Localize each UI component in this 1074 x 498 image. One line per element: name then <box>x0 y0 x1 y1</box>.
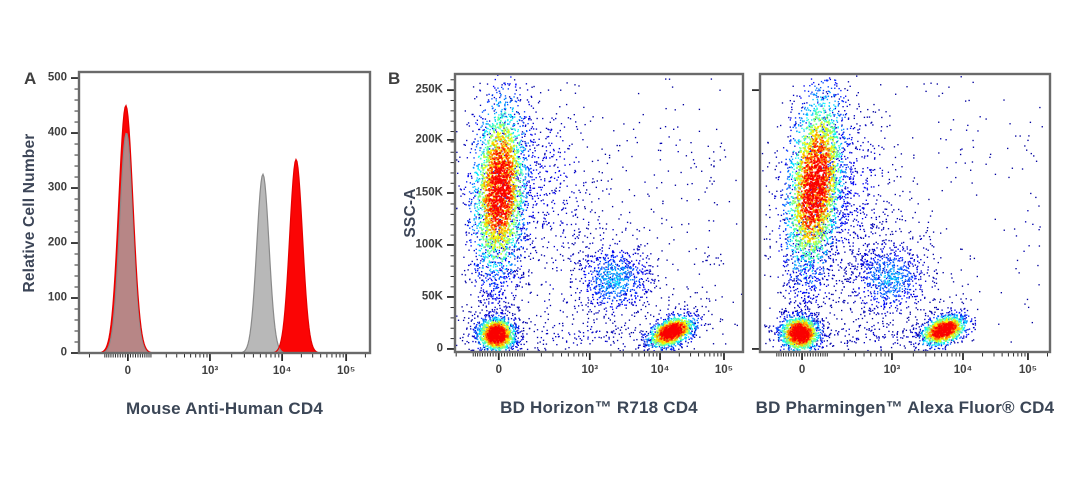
histogram-plot: Mouse Anti-Human CD4 0 10³ 10⁴ 10⁵ 0 100 200 30… <box>48 66 378 418</box>
x-tick-label: 10³ <box>201 365 219 377</box>
x-tick-label: 0 <box>495 364 502 376</box>
y-tick-label: 500 <box>47 71 67 84</box>
y-tick-label: 200 <box>47 236 67 249</box>
histogram-x-axis-title: Mouse Anti-Human CD4 <box>126 399 323 418</box>
x-tick-label: 0 <box>798 364 806 376</box>
panel-a-label: A <box>24 69 37 88</box>
y-tick-label: 50K <box>421 290 443 303</box>
x-tick-label: 10⁴ <box>953 364 973 376</box>
x-tick-label: 10⁵ <box>337 365 356 377</box>
x-tick-label: 10⁴ <box>272 365 292 377</box>
scatter-alexa-fluor-x-axis-title: BD Pharmingen™ Alexa Fluor® CD4 <box>755 398 1055 417</box>
x-tick-label: 10⁵ <box>714 364 734 376</box>
scatter-plot-alexa-fluor: BD Pharmingen™ Alexa Fluor® CD4 0 10³ 10⁴ 1… <box>742 68 1058 417</box>
y-tick-label: 0 <box>60 346 67 359</box>
y-tick-label: 300 <box>47 181 67 194</box>
x-tick-label: 10³ <box>883 364 901 376</box>
panel-b-label: B <box>388 69 401 88</box>
histogram-canvas <box>61 66 378 369</box>
scatter-alexa-fluor-canvas <box>742 68 1058 368</box>
y-tick-label: 150K <box>415 186 444 199</box>
y-tick-label: 250K <box>415 83 444 96</box>
x-tick-label: 10⁵ <box>1018 364 1038 376</box>
y-tick-label: 100K <box>415 238 444 251</box>
y-tick-label: 200K <box>415 133 444 146</box>
scatter-plot-r718: BD Horizon™ R718 CD4 0 10³ 10⁴ 10⁵ 0 50K 100K 1… <box>416 68 751 417</box>
x-tick-label: 10⁴ <box>650 364 670 376</box>
y-tick-label: 100 <box>47 291 67 304</box>
y-tick-label: 0 <box>436 342 443 355</box>
y-tick-label: 400 <box>47 126 67 139</box>
scatter-r718-canvas <box>437 68 751 368</box>
histogram-y-axis-title: Relative Cell Number <box>21 133 38 293</box>
x-tick-label: 10³ <box>581 364 599 376</box>
x-tick-label: 0 <box>124 365 132 377</box>
scatter-r718-x-axis-title: BD Horizon™ R718 CD4 <box>500 398 698 417</box>
